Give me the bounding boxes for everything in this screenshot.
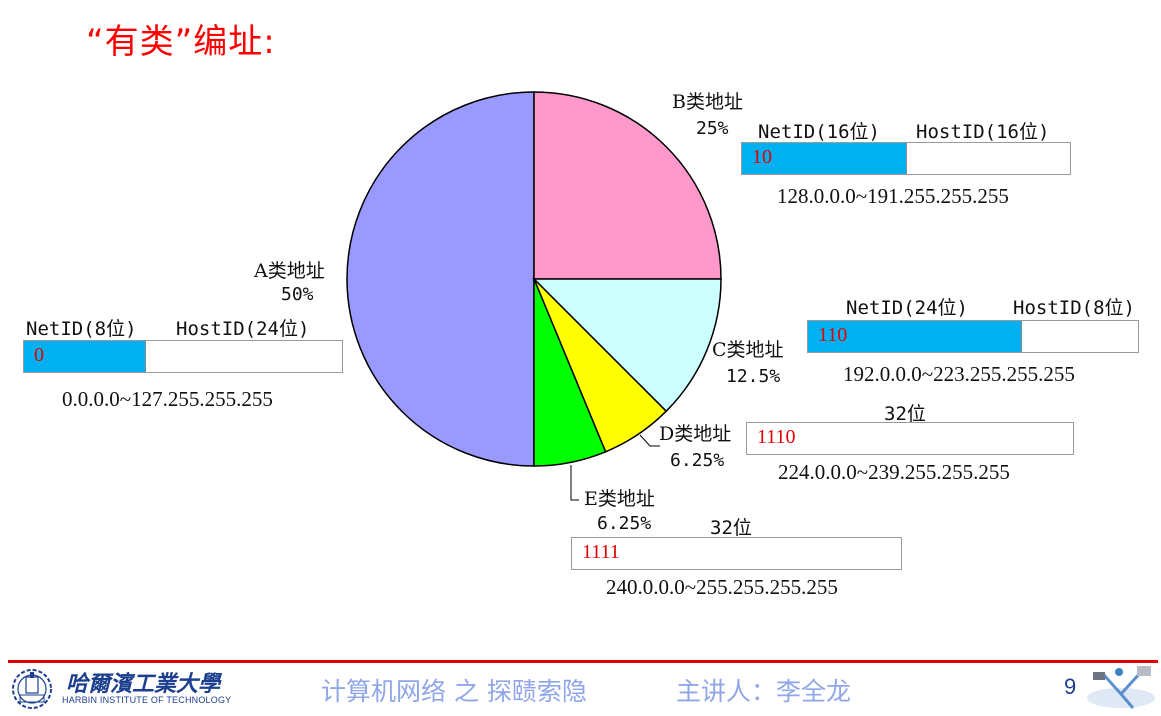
class-d-prefix: 1110 bbox=[757, 426, 796, 448]
class-e-bits-header: 32位 bbox=[710, 517, 752, 539]
leader-line-e bbox=[570, 465, 579, 501]
leader-line-d bbox=[639, 434, 660, 447]
pie-slice-c bbox=[532, 278, 722, 413]
class-c-netid-header: NetID(24位) bbox=[846, 297, 968, 319]
class-c-prefix: 110 bbox=[818, 324, 848, 346]
class-e-range: 240.0.0.0~255.255.255.255 bbox=[606, 575, 838, 599]
class-a-hostid-header: HostID(24位) bbox=[176, 318, 310, 340]
class-c-address-bar: 110 bbox=[807, 320, 1139, 353]
network-decoration-icon bbox=[1087, 666, 1155, 709]
hit-logo-emblem-icon bbox=[12, 669, 52, 709]
university-name-cn: 哈爾濱工業大學 bbox=[66, 671, 221, 697]
class-b-percent: 25% bbox=[696, 118, 729, 139]
class-a-range: 0.0.0.0~127.255.255.255 bbox=[62, 387, 273, 411]
footer-divider bbox=[8, 660, 1158, 663]
class-b-prefix: 10 bbox=[752, 146, 772, 168]
class-b-address-bar: 10 bbox=[741, 142, 1071, 175]
page-number: 9 bbox=[1064, 674, 1077, 699]
class-d-percent: 6.25% bbox=[670, 450, 725, 471]
class-a-label: A类地址 bbox=[254, 260, 325, 282]
class-e-percent: 6.25% bbox=[597, 513, 652, 534]
class-a-netid-header: NetID(8位) bbox=[26, 318, 137, 340]
class-e-prefix: 1111 bbox=[582, 541, 620, 563]
class-b-range: 128.0.0.0~191.255.255.255 bbox=[777, 184, 1009, 208]
class-b-netid-header: NetID(16位) bbox=[758, 121, 880, 143]
class-d-bits-header: 32位 bbox=[884, 403, 926, 425]
course-title: 计算机网络 之 探赜索隐 bbox=[321, 677, 587, 706]
university-name-en: HARBIN INSTITUTE OF TECHNOLOGY bbox=[62, 695, 232, 705]
slide-title: “有类”编址: bbox=[86, 22, 276, 62]
class-b-label: B类地址 bbox=[672, 91, 743, 113]
class-d-range: 224.0.0.0~239.255.255.255 bbox=[778, 460, 1010, 484]
class-a-address-bar: 0 bbox=[23, 340, 343, 373]
class-a-netid-segment bbox=[24, 341, 146, 372]
class-c-range: 192.0.0.0~223.255.255.255 bbox=[843, 362, 1075, 386]
class-c-hostid-header: HostID(8位) bbox=[1013, 297, 1135, 319]
pie-slice-b bbox=[533, 91, 722, 280]
class-b-netid-segment bbox=[742, 143, 907, 174]
class-a-prefix: 0 bbox=[34, 344, 44, 366]
lecturer-name: 主讲人：李全龙 bbox=[676, 677, 852, 706]
class-e-label: E类地址 bbox=[584, 488, 655, 510]
class-e-address-bar: 1111 bbox=[571, 537, 902, 570]
class-d-address-bar: 1110 bbox=[746, 422, 1074, 455]
pie-slice-e bbox=[533, 278, 607, 467]
class-d-label: D类地址 bbox=[659, 423, 732, 445]
class-c-percent: 12.5% bbox=[726, 366, 781, 387]
class-c-netid-segment bbox=[808, 321, 1022, 352]
class-a-percent: 50% bbox=[281, 284, 314, 305]
pie-slice-a bbox=[346, 91, 535, 467]
class-c-label: C类地址 bbox=[712, 339, 784, 361]
class-b-hostid-header: HostID(16位) bbox=[916, 121, 1050, 143]
